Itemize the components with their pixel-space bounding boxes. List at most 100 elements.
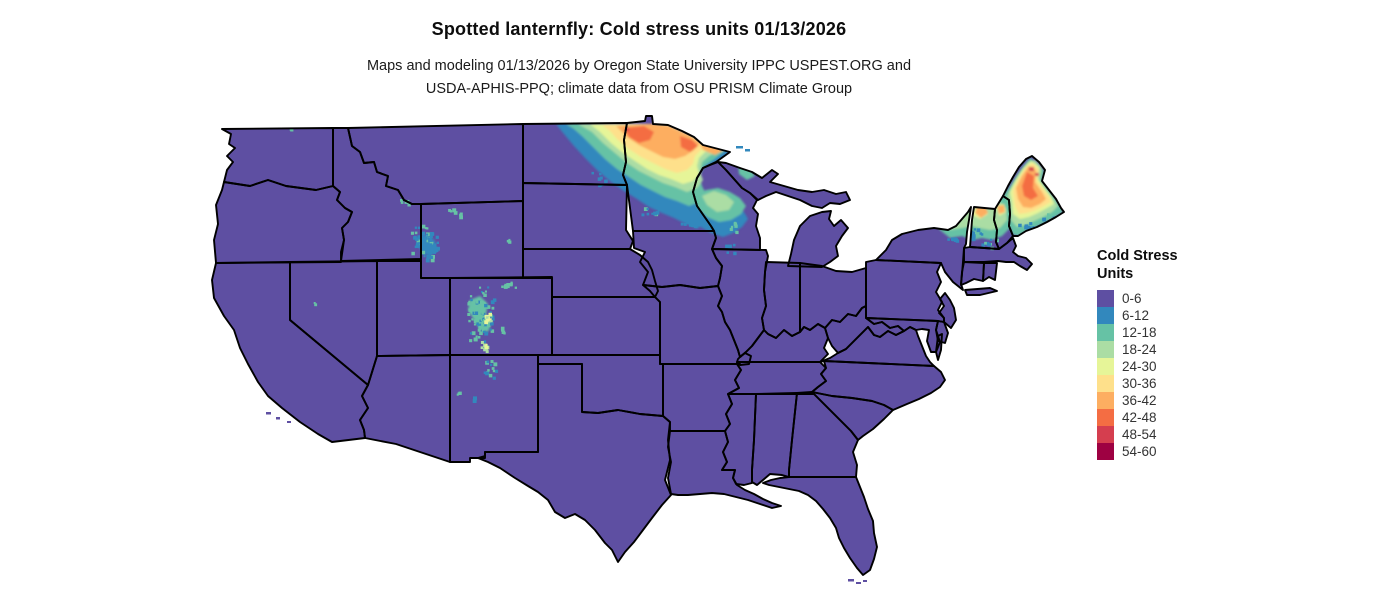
raster-speck bbox=[486, 318, 490, 322]
raster-speck bbox=[474, 311, 479, 315]
raster-speck bbox=[980, 233, 984, 236]
raster-speck bbox=[979, 232, 982, 235]
raster-speck bbox=[414, 231, 418, 235]
raster-speck bbox=[481, 291, 484, 294]
legend-title: Cold Stress Units bbox=[1097, 247, 1178, 283]
raster-speck bbox=[459, 215, 463, 220]
raster-speck bbox=[456, 393, 459, 396]
raster-speck bbox=[954, 238, 958, 242]
raster-speck bbox=[428, 250, 433, 255]
raster-speck bbox=[478, 300, 482, 304]
raster-speck bbox=[730, 225, 734, 229]
raster-speck bbox=[492, 298, 497, 302]
raster-speck bbox=[428, 238, 432, 242]
raster-speck bbox=[475, 335, 478, 338]
raster-speck bbox=[449, 210, 453, 213]
raster-speck bbox=[973, 228, 976, 231]
raster-speck bbox=[1026, 225, 1030, 230]
raster-speck bbox=[482, 323, 485, 327]
raster-speck bbox=[686, 220, 691, 224]
raster-speck bbox=[467, 313, 471, 316]
raster-speck bbox=[646, 207, 649, 211]
raster-speck bbox=[479, 286, 482, 289]
legend: Cold Stress Units 0-6 6-12 12-18 18-24 24-30… bbox=[1097, 247, 1178, 460]
raster-speck bbox=[490, 319, 493, 323]
legend-swatch bbox=[1097, 341, 1114, 358]
legend-swatch bbox=[1097, 307, 1114, 324]
raster-speck bbox=[429, 255, 433, 259]
raster-speck bbox=[501, 285, 504, 288]
raster-speck bbox=[514, 286, 517, 289]
raster-speck bbox=[485, 350, 489, 354]
raster-speck bbox=[314, 303, 318, 307]
raster-speck bbox=[651, 212, 654, 215]
raster-speck bbox=[473, 396, 477, 401]
raster-speck bbox=[492, 376, 496, 380]
raster-speck bbox=[487, 286, 490, 289]
raster-speck bbox=[481, 328, 485, 332]
page-title: Spotted lanternfly: Cold stress units 01… bbox=[431, 19, 847, 39]
raster-speck bbox=[426, 233, 429, 236]
raster-speck bbox=[486, 305, 491, 309]
raster-speck bbox=[400, 201, 404, 204]
raster-speck bbox=[404, 200, 408, 204]
raster-speck bbox=[410, 231, 414, 235]
raster-speck bbox=[426, 255, 431, 259]
raster-speck bbox=[480, 300, 484, 305]
raster-speck bbox=[984, 241, 987, 245]
raster-speck bbox=[482, 312, 486, 316]
raster-speck bbox=[489, 363, 493, 367]
raster-speck bbox=[489, 328, 492, 331]
raster-speck bbox=[741, 169, 745, 173]
raster-speck bbox=[680, 222, 684, 226]
raster-speck bbox=[484, 303, 488, 308]
raster-speck bbox=[735, 230, 739, 235]
raster-speck bbox=[1032, 226, 1035, 229]
legend-item: 30-36 bbox=[1097, 375, 1178, 392]
offshore-islands bbox=[266, 146, 867, 584]
raster-speck bbox=[478, 325, 482, 329]
raster-speck bbox=[694, 224, 698, 228]
raster-speck bbox=[653, 211, 657, 216]
raster-speck bbox=[467, 302, 471, 306]
raster-speck bbox=[433, 243, 437, 247]
raster-speck bbox=[987, 242, 991, 247]
raster-speck bbox=[432, 250, 437, 254]
raster-speck bbox=[468, 319, 471, 323]
raster-speck bbox=[1047, 213, 1050, 216]
raster-speck bbox=[591, 171, 594, 175]
raster-speck bbox=[470, 298, 473, 302]
raster-speck bbox=[480, 341, 484, 344]
raster-speck bbox=[484, 345, 489, 350]
raster-speck bbox=[472, 399, 477, 403]
raster-speck bbox=[1047, 216, 1050, 219]
raster-speck bbox=[509, 283, 513, 287]
raster-speck bbox=[483, 301, 486, 304]
legend-title-line-1: Cold Stress bbox=[1097, 248, 1178, 264]
raster-speck bbox=[599, 173, 602, 176]
legend-item: 18-24 bbox=[1097, 341, 1178, 358]
raster-speck bbox=[971, 234, 976, 239]
legend-item: 0-6 bbox=[1097, 290, 1178, 307]
raster-speck bbox=[431, 255, 435, 259]
raster-speck bbox=[468, 300, 471, 303]
legend-label: 54-60 bbox=[1122, 444, 1157, 459]
raster-speck bbox=[492, 369, 496, 373]
raster-speck bbox=[995, 238, 999, 243]
raster-speck bbox=[483, 340, 487, 343]
raster-speck bbox=[609, 175, 613, 178]
raster-speck bbox=[604, 179, 608, 183]
legend-swatch bbox=[1097, 290, 1114, 307]
raster-speck bbox=[508, 238, 511, 241]
raster-speck bbox=[732, 243, 736, 247]
raster-speck bbox=[423, 242, 426, 246]
legend-swatch bbox=[1097, 358, 1114, 375]
raster-speck bbox=[473, 308, 478, 313]
legend-item: 48-54 bbox=[1097, 426, 1178, 443]
raster-speck bbox=[510, 281, 513, 284]
raster-speck bbox=[415, 237, 419, 241]
raster-speck bbox=[490, 360, 494, 363]
raster-speck bbox=[641, 213, 645, 217]
raster-speck bbox=[483, 330, 486, 334]
